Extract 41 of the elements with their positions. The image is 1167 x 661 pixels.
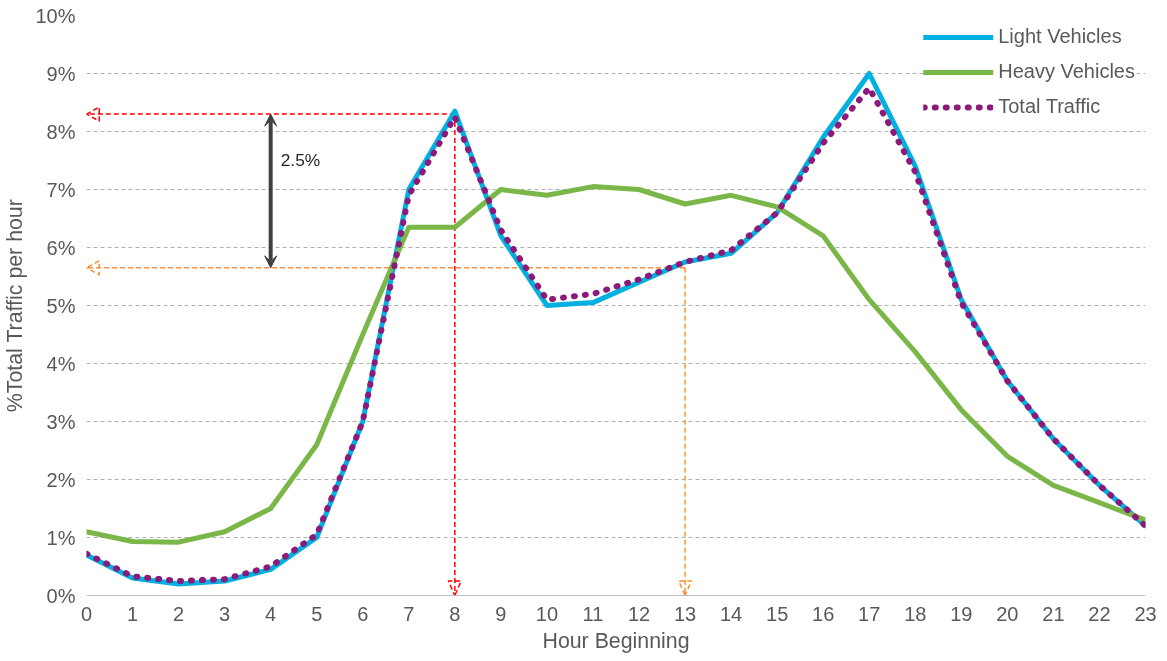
x-tick-label: 11: [582, 602, 604, 625]
x-tick-label: 5: [311, 602, 323, 625]
y-tick-label: 0%: [46, 584, 76, 607]
legend-label: Heavy Vehicles: [998, 60, 1135, 83]
x-tick-label: 10: [535, 602, 559, 625]
y-tick-label: 10%: [35, 4, 76, 27]
x-tick-label: 16: [812, 602, 835, 625]
x-tick-label: 4: [265, 602, 277, 625]
y-axis-title: %Total Traffic per hour: [3, 199, 28, 413]
x-tick-label: 3: [219, 602, 231, 625]
x-tick-label: 14: [719, 602, 743, 625]
x-tick-label: 18: [904, 602, 927, 625]
y-tick-label: 7%: [46, 178, 76, 201]
x-tick-label: 15: [766, 602, 789, 625]
x-tick-label: 13: [673, 602, 697, 625]
legend-label: Light Vehicles: [998, 25, 1122, 48]
y-tick-label: 9%: [46, 62, 76, 85]
legend-label: Total Traffic: [998, 95, 1101, 118]
annotation: 2.5%: [280, 150, 321, 171]
x-tick-label: 19: [950, 602, 973, 625]
x-axis-title: Hour Beginning: [542, 628, 690, 653]
y-tick-label: 3%: [46, 410, 76, 433]
x-tick-label: 12: [627, 602, 651, 625]
y-tick-label: 2%: [46, 468, 76, 491]
x-tick-label: 0: [80, 602, 93, 625]
y-tick-label: 1%: [46, 526, 76, 549]
x-tick-label: 22: [1088, 602, 1111, 625]
y-tick-label: 4%: [46, 352, 76, 375]
x-tick-label: 8: [449, 602, 461, 625]
x-tick-label: 20: [996, 602, 1019, 625]
x-tick-label: 2: [173, 602, 185, 625]
x-tick-label: 6: [357, 602, 369, 625]
x-tick-label: 17: [858, 602, 881, 625]
x-tick-label: 21: [1042, 602, 1065, 625]
x-tick-label: 1: [126, 602, 139, 625]
x-tick-label: 9: [495, 602, 507, 625]
x-tick-label: 23: [1134, 602, 1157, 625]
y-tick-label: 6%: [46, 236, 76, 259]
y-tick-label: 5%: [46, 294, 76, 317]
y-tick-label: 8%: [46, 120, 76, 143]
x-tick-label: 7: [403, 602, 415, 625]
